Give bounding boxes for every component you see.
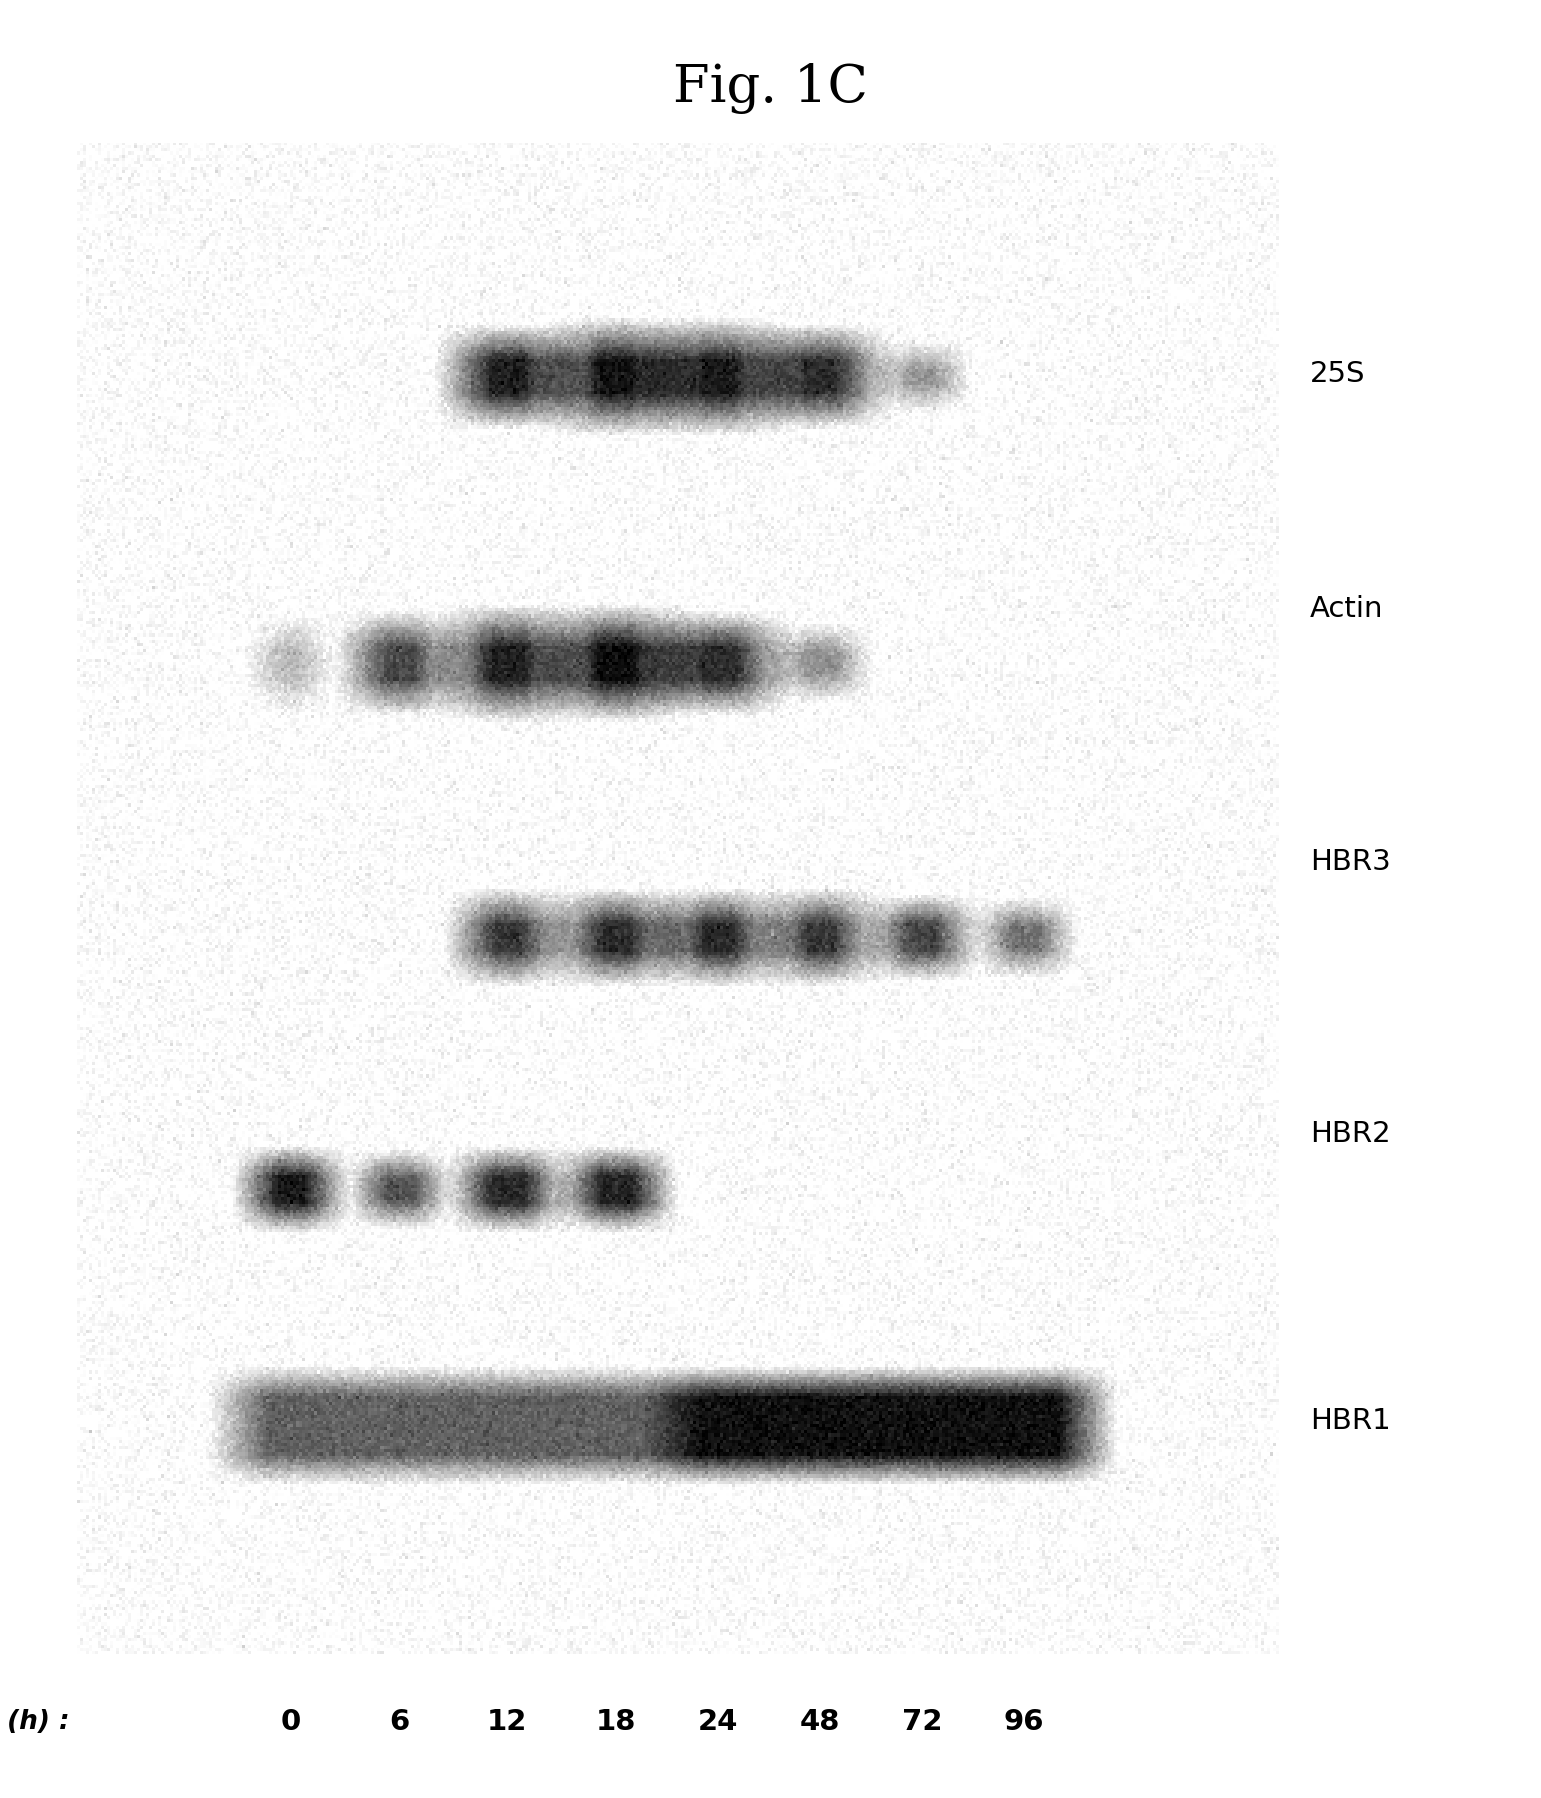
- Text: time (h) :: time (h) :: [0, 1708, 69, 1733]
- Text: HBR1: HBR1: [1310, 1406, 1390, 1435]
- Text: 72: 72: [901, 1706, 942, 1735]
- Text: 96: 96: [1003, 1706, 1045, 1735]
- Text: 12: 12: [487, 1706, 527, 1735]
- Text: Actin: Actin: [1310, 595, 1384, 624]
- Text: 25S: 25S: [1310, 360, 1365, 387]
- Text: Fig. 1C: Fig. 1C: [673, 63, 868, 113]
- Text: HBR2: HBR2: [1310, 1118, 1390, 1147]
- Text: 0: 0: [280, 1706, 300, 1735]
- Text: 24: 24: [698, 1706, 738, 1735]
- Text: 48: 48: [800, 1706, 840, 1735]
- Text: 18: 18: [595, 1706, 636, 1735]
- Text: 6: 6: [388, 1706, 410, 1735]
- Text: HBR3: HBR3: [1310, 847, 1390, 876]
